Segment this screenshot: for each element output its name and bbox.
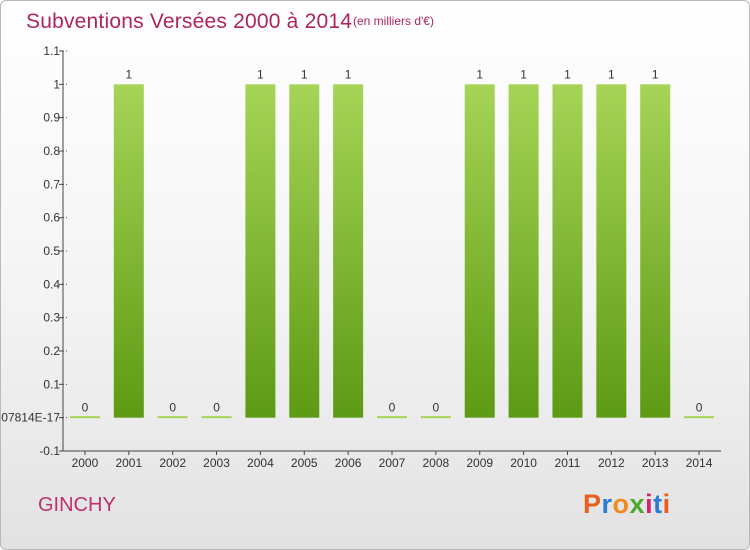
bar <box>640 84 671 418</box>
x-tick-label: 2003 <box>203 456 230 470</box>
commune-name: GINCHY <box>38 494 116 516</box>
y-tick-label: 0.1 <box>43 377 60 391</box>
y-tick-label: 1.1 <box>43 44 60 58</box>
data-label: 1 <box>125 67 132 81</box>
logo-letter: t <box>653 489 663 519</box>
chart-title: Subventions Versées 2000 à 2014 <box>26 10 353 33</box>
x-tick-label: 2009 <box>466 456 493 470</box>
logo-letter: r <box>601 489 613 519</box>
logo-letter: i <box>645 489 654 519</box>
data-label: 1 <box>301 67 308 81</box>
data-label: 0 <box>169 401 176 415</box>
logo-letter: x <box>629 489 646 519</box>
logo-letter: i <box>662 489 671 519</box>
data-label: 1 <box>257 67 264 81</box>
bar <box>464 84 495 418</box>
x-tick-label: 2008 <box>423 456 450 470</box>
x-tick-label: 2014 <box>686 456 713 470</box>
y-tick-label: -0.1 <box>39 444 60 458</box>
y-tick-label: 0.2 <box>43 344 60 358</box>
bar <box>201 416 232 419</box>
data-label: 1 <box>608 67 615 81</box>
data-label: 0 <box>696 401 703 415</box>
data-label: 1 <box>564 67 571 81</box>
data-label: 0 <box>82 401 89 415</box>
bar <box>684 416 715 419</box>
chart-subtitle: (en milliers d'€) <box>353 14 434 28</box>
bar <box>508 84 539 418</box>
x-tick-label: 2011 <box>555 456 581 470</box>
y-tick-label: 0.3 <box>43 311 60 325</box>
x-tick-label: 2006 <box>335 456 362 470</box>
x-tick-label: 2004 <box>247 456 274 470</box>
logo-letter: o <box>612 489 630 519</box>
bar <box>289 84 320 418</box>
bar <box>377 416 407 419</box>
data-label: 0 <box>213 401 220 415</box>
x-tick-label: 2000 <box>72 456 99 470</box>
data-label: 1 <box>476 67 483 81</box>
bar <box>596 84 627 418</box>
y-tick-label: 0.8 <box>43 144 60 158</box>
proxiti-logo: Proxiti <box>583 489 671 520</box>
y-tick-label: 1 <box>53 77 60 91</box>
x-tick-label: 2002 <box>159 456 186 470</box>
y-tick-label: 0.7 <box>43 177 60 191</box>
x-tick-label: 2013 <box>642 456 669 470</box>
bar <box>113 84 144 418</box>
bar <box>245 84 276 418</box>
logo-letter: P <box>583 489 602 519</box>
x-tick-label: 2007 <box>379 456 406 470</box>
bar <box>333 84 364 418</box>
data-label: 1 <box>345 67 352 81</box>
y-tick-label: 0.5 <box>43 244 60 258</box>
data-label: 1 <box>520 67 527 81</box>
data-label: 0 <box>433 401 440 415</box>
bar <box>552 84 583 418</box>
bar <box>157 416 188 419</box>
bar <box>69 416 100 419</box>
x-tick-label: 2005 <box>291 456 318 470</box>
x-tick-label: 2012 <box>598 456 625 470</box>
y-tick-label: 1.3877787807814E-17 <box>1 411 60 425</box>
data-label: 0 <box>389 401 396 415</box>
x-tick-label: 2010 <box>510 456 537 470</box>
y-tick-label: 0.6 <box>43 211 60 225</box>
x-tick-label: 2001 <box>115 456 142 470</box>
data-label: 1 <box>652 67 659 81</box>
bar <box>420 416 451 419</box>
y-tick-label: 0.9 <box>43 111 60 125</box>
y-tick-label: 0.4 <box>43 277 60 291</box>
